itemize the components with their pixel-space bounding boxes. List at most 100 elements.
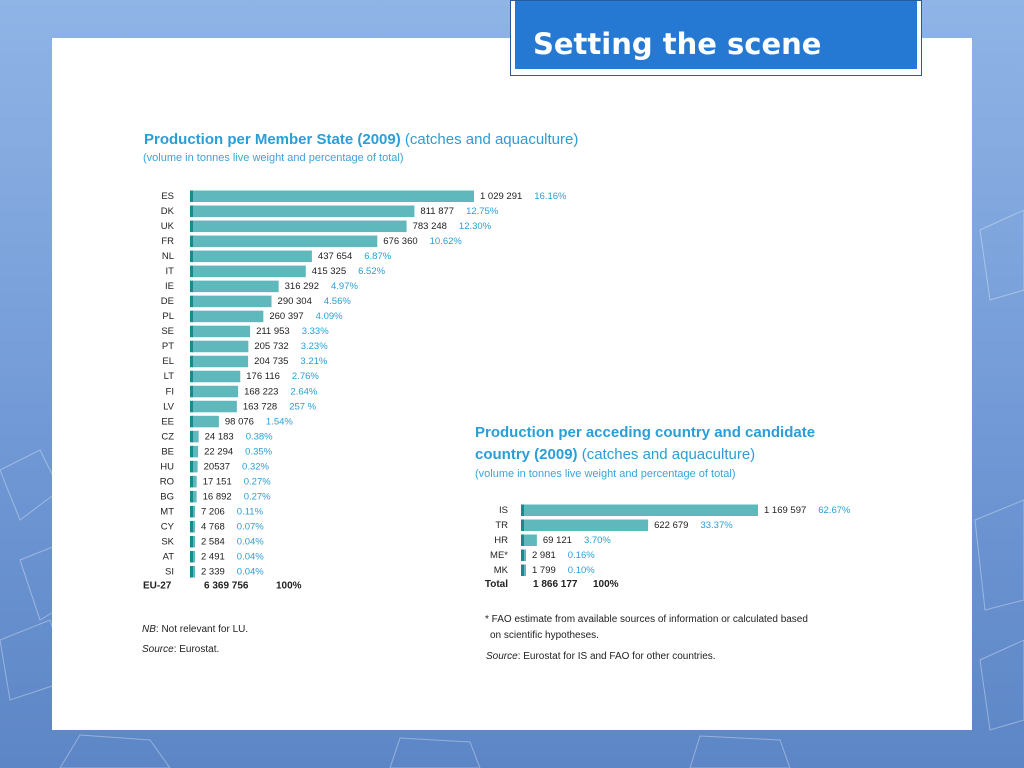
- chart2-bar-edge-hr: [521, 534, 524, 546]
- chart2-value-label-tr: 622 679: [654, 520, 688, 531]
- chart1-bar-edge-pt: [190, 340, 193, 353]
- chart1-bar-at: [192, 550, 195, 563]
- chart1-value-label-fr: 676 360: [383, 236, 417, 247]
- chart1-category-label-si: SI: [165, 567, 174, 578]
- chart1-bar-dk: [192, 205, 415, 218]
- chart1-category-label-at: AT: [163, 551, 175, 562]
- chart2-title-line2-text: country (2009): [475, 446, 578, 463]
- chart1-bar-edge-nl: [190, 250, 193, 263]
- chart1-bar-it: [192, 265, 306, 278]
- chart1-value-label-ie: 316 292: [285, 281, 319, 292]
- chart1-percent-label-cy: 0.07%: [237, 521, 264, 532]
- chart1-value-label-de: 290 304: [278, 296, 312, 307]
- note-nb-text: : Not relevant for LU.: [155, 624, 249, 635]
- chart1-title-suffix: (catches and aquaculture): [404, 131, 579, 148]
- chart1-category-label-lt: LT: [164, 371, 175, 382]
- chart1-category-label-mt: MT: [160, 506, 174, 517]
- chart1-percent-label-lv: 257 %: [289, 401, 316, 412]
- chart1-category-label-se: SE: [161, 326, 174, 337]
- chart1-bar-pl: [192, 310, 264, 323]
- chart2-percent-label-is: 62.67%: [818, 505, 851, 516]
- chart1-category-label-ee: EE: [161, 416, 174, 427]
- chart1-bar-sk: [192, 535, 195, 548]
- chart2-bar-me: [523, 549, 526, 561]
- chart1-percent-label-ee: 1.54%: [266, 416, 293, 427]
- chart1-percent-label-be: 0.35%: [245, 446, 272, 457]
- chart1-bar-si: [192, 566, 195, 578]
- chart1-percent-label-lt: 2.76%: [292, 371, 319, 382]
- chart1-bar-se: [192, 325, 251, 338]
- chart1-category-label-dk: DK: [161, 206, 175, 217]
- chart1-category-label-ie: IE: [165, 281, 174, 292]
- chart1-bar-edge-hu: [190, 460, 193, 473]
- chart1-percent-label-cz: 0.38%: [246, 431, 273, 442]
- chart1-value-label-bg: 16 892: [203, 491, 232, 502]
- chart1-bar-edge-lt: [190, 370, 193, 383]
- chart1-bar-mt: [192, 505, 195, 518]
- chart1-bar-edge-lv: [190, 400, 193, 413]
- charts-canvas: ES 1 029 291 16.16% DK 811 877 12.75% UK 783 24…: [143, 190, 851, 592]
- chart2-percent-label-mk: 0.10%: [568, 565, 595, 576]
- chart1-percent-label-dk: 12.75%: [466, 206, 499, 217]
- chart1-subtitle: (volume in tonnes live weight and percen…: [143, 152, 404, 164]
- chart1-bar-edge-uk: [190, 220, 193, 233]
- note2-source-prefix: Source: [486, 651, 518, 662]
- chart1-bar-edge-at: [190, 550, 193, 563]
- slide-panel: Production per Member State (2009) (catc…: [52, 38, 972, 730]
- chart1-bar-lv: [192, 400, 237, 413]
- chart1-percent-label-mt: 0.11%: [237, 506, 264, 517]
- chart1-bar-cz: [192, 430, 199, 443]
- chart1-bar-edge-si: [190, 566, 193, 578]
- chart1-value-label-cy: 4 768: [201, 521, 225, 532]
- chart1-value-label-es: 1 029 291: [480, 191, 522, 202]
- chart1-note-source: Source: Eurostat.: [142, 642, 219, 658]
- chart2-title-line1: Production per acceding country and cand…: [475, 423, 815, 443]
- slide-title: Setting the scene: [533, 27, 822, 61]
- chart1-value-label-ro: 17 151: [203, 476, 232, 487]
- chart1-bar-cy: [192, 520, 195, 533]
- chart2-percent-label-hr: 3.70%: [584, 535, 611, 546]
- chart1-bar-de: [192, 295, 272, 308]
- note-source-text: : Eurostat.: [173, 644, 220, 655]
- chart1-percent-label-pt: 3.23%: [301, 341, 328, 352]
- chart1-percent-label-fr: 10.62%: [430, 236, 463, 247]
- chart1-bar-fi: [192, 385, 239, 398]
- chart2-value-label-me: 2 981: [532, 550, 556, 561]
- chart2-bar-hr: [523, 534, 537, 546]
- chart1-bar-edge-el: [190, 355, 193, 368]
- chart2-note-fao-line1: * FAO estimate from available sources of…: [485, 614, 808, 625]
- chart1-bar-edge-cy: [190, 520, 193, 533]
- chart1-bar-pt: [192, 340, 249, 353]
- chart1-category-label-el: EL: [162, 356, 174, 367]
- chart1-category-label-ro: RO: [160, 476, 174, 487]
- chart1-category-label-cy: CY: [161, 521, 175, 532]
- chart1-bar-el: [192, 355, 249, 368]
- chart1-category-label-bg: BG: [160, 491, 174, 502]
- chart1-title: Production per Member State (2009): [144, 131, 401, 148]
- chart1-bar-edge-se: [190, 325, 193, 338]
- chart2-category-label-me: ME*: [490, 550, 508, 561]
- chart1-percent-label-fi: 2.64%: [290, 386, 317, 397]
- chart1-value-label-it: 415 325: [312, 266, 346, 277]
- chart1-value-label-mt: 7 206: [201, 506, 225, 517]
- chart1-category-label-hu: HU: [160, 461, 174, 472]
- chart2-title-suffix: (catches and aquaculture): [581, 446, 756, 463]
- chart1-category-label-sk: SK: [161, 536, 174, 547]
- chart1-value-label-pl: 260 397: [269, 311, 303, 322]
- chart1-value-label-at: 2 491: [201, 551, 225, 562]
- chart2-category-label-hr: HR: [494, 535, 508, 546]
- chart1-bar-ro: [192, 475, 197, 488]
- chart1-bar-edge-dk: [190, 205, 193, 218]
- chart1-percent-label-es: 16.16%: [534, 191, 567, 202]
- chart2-bar-edge-me: [521, 549, 524, 561]
- chart1-category-label-pl: PL: [162, 311, 174, 322]
- chart1-category-label-de: DE: [161, 296, 174, 307]
- chart2-category-label-is: IS: [499, 505, 508, 516]
- chart1-value-label-el: 204 735: [254, 356, 288, 367]
- chart1-value-label-nl: 437 654: [318, 251, 352, 262]
- chart2-value-label-is: 1 169 597: [764, 505, 806, 516]
- chart1-percent-label-de: 4.56%: [324, 296, 351, 307]
- chart1-percent-label-nl: 6.87%: [364, 251, 391, 262]
- chart2-category-label-tr: TR: [495, 520, 508, 531]
- chart1-bar-fr: [192, 235, 378, 248]
